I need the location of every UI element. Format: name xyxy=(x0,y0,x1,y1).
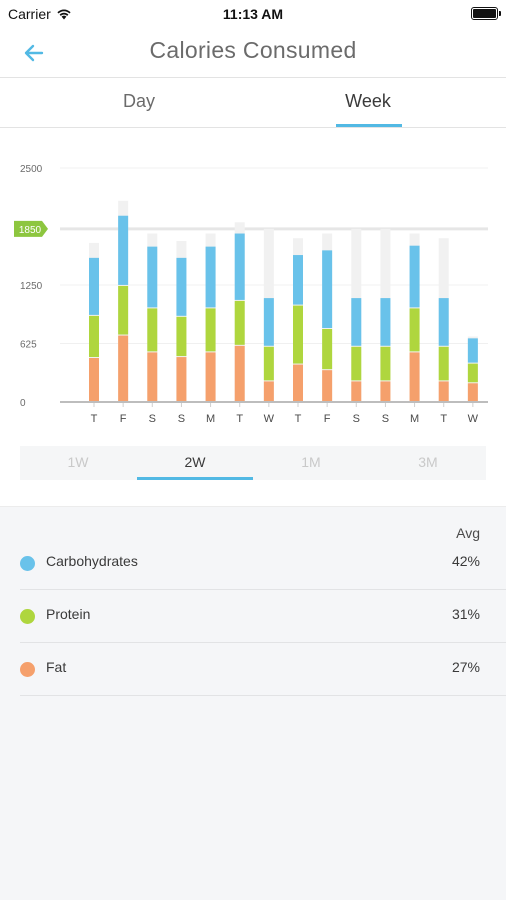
bar-segment-carbohydrates xyxy=(263,298,274,346)
x-tick-label: S xyxy=(149,413,156,425)
x-tick-label: T xyxy=(295,413,302,425)
bar-segment-carbohydrates xyxy=(176,257,187,316)
bar-segment-fat xyxy=(234,345,245,401)
bar-segment-protein xyxy=(89,315,99,358)
range-option-1w[interactable]: 1W xyxy=(67,454,89,470)
carrier-label: Carrier xyxy=(8,6,51,22)
bar-segment-protein xyxy=(118,285,129,335)
tab-week[interactable]: Week xyxy=(345,91,391,111)
x-tick-label: S xyxy=(382,413,389,425)
bar-segment-fat xyxy=(176,357,187,401)
macro-value: 31% xyxy=(451,606,480,622)
macro-label: Fat xyxy=(46,659,67,675)
bar-segment-carbohydrates xyxy=(89,257,99,315)
x-tick-label: S xyxy=(178,413,185,425)
macro-row-carbohydrates: Carbohydrates 42% xyxy=(20,537,506,590)
macro-value: 27% xyxy=(451,659,480,675)
bar-segment-protein xyxy=(205,308,216,352)
bar-segment-fat xyxy=(293,364,303,401)
bar-segment-protein xyxy=(409,308,420,352)
carbohydrates-color-dot xyxy=(20,556,35,571)
y-tick-label: 2500 xyxy=(20,164,43,175)
macro-value: 42% xyxy=(451,553,480,569)
bar-segment-protein xyxy=(176,316,187,357)
bar-segment-fat xyxy=(380,381,391,401)
macro-summary: Avg Carbohydrates 42% Protein 31% Fat 27… xyxy=(0,506,506,900)
range-option-2w[interactable]: 2W xyxy=(184,454,206,470)
bar-segment-protein xyxy=(351,346,362,381)
bar-segment-fat xyxy=(467,383,478,401)
bar-segment-protein xyxy=(147,308,158,352)
avg-header: Avg xyxy=(456,525,480,541)
bar-segment-fat xyxy=(147,352,158,401)
bar-segment-carbohydrates xyxy=(380,298,391,346)
bar-segment-carbohydrates xyxy=(438,298,449,346)
range-selector: 1W 2W 1M 3M xyxy=(20,446,486,480)
x-tick-label: F xyxy=(120,413,127,425)
bar-segment-carbohydrates xyxy=(118,215,129,285)
bar-segment-carbohydrates xyxy=(205,246,216,308)
calories-bar-chart: 0 625 1250 2500 T F S S M T W T F S S M T W 1850 xyxy=(14,164,488,425)
bar-segment-carbohydrates xyxy=(234,233,245,300)
bar-segment-protein xyxy=(467,363,478,383)
bar-segment-carbohydrates xyxy=(147,246,158,308)
bar-segment-protein xyxy=(234,300,245,345)
bar-segment-fat xyxy=(205,352,216,401)
bar-segment-protein xyxy=(263,346,274,381)
y-tick-label: 0 xyxy=(20,398,26,409)
x-tick-label: T xyxy=(91,413,98,425)
x-tick-label: W xyxy=(264,413,275,425)
range-selected-indicator xyxy=(137,477,253,480)
range-option-1m[interactable]: 1M xyxy=(301,454,321,470)
bar-segment-fat xyxy=(409,352,420,401)
bar-segment-carbohydrates xyxy=(467,338,478,363)
protein-color-dot xyxy=(20,609,35,624)
y-tick-label: 625 xyxy=(20,340,37,351)
x-tick-label: F xyxy=(324,413,331,425)
nav-bar: Calories Consumed xyxy=(0,28,506,78)
bar-segment-carbohydrates xyxy=(351,298,362,346)
bar-segment-fat xyxy=(438,381,449,401)
x-tick-label: M xyxy=(410,413,419,425)
x-tick-label: W xyxy=(468,413,479,425)
bar-segment-fat xyxy=(351,381,362,401)
arrow-left-icon xyxy=(24,44,44,62)
status-bar: Carrier 11:13 AM xyxy=(0,0,506,28)
bar-segment-carbohydrates xyxy=(322,250,333,328)
macro-label: Carbohydrates xyxy=(46,553,138,569)
goal-badge xyxy=(14,220,48,237)
macro-label: Protein xyxy=(46,606,91,622)
bar-segment-fat xyxy=(118,335,129,401)
bar-segment-carbohydrates xyxy=(409,245,420,308)
bar-segment-fat xyxy=(322,370,333,401)
goal-badge-label: 1850 xyxy=(19,225,42,236)
battery-icon xyxy=(471,7,501,20)
wifi-icon xyxy=(57,9,71,20)
x-tick-label: T xyxy=(440,413,447,425)
period-tabs: Day Week xyxy=(0,78,506,128)
bar-segment-carbohydrates xyxy=(293,255,303,305)
tab-selected-indicator xyxy=(336,124,402,127)
fat-color-dot xyxy=(20,662,35,677)
bar-segment-protein xyxy=(293,305,303,364)
bar-segment-fat xyxy=(263,381,274,401)
bar-segment-protein xyxy=(380,346,391,381)
macro-row-fat: Fat 27% xyxy=(20,643,506,696)
bar-segment-fat xyxy=(89,358,99,401)
bar-segment-protein xyxy=(322,328,333,370)
macro-row-protein: Protein 31% xyxy=(20,590,506,643)
calories-chart: 0 625 1250 2500 T F S S M T W T F S S M T W 1850 xyxy=(0,150,506,430)
page-title: Calories Consumed xyxy=(149,37,357,63)
y-tick-label: 1250 xyxy=(20,281,43,292)
x-tick-label: M xyxy=(206,413,215,425)
status-carrier: Carrier xyxy=(8,6,72,22)
x-tick-label: T xyxy=(236,413,243,425)
status-time: 11:13 AM xyxy=(222,6,284,22)
range-option-3m[interactable]: 3M xyxy=(418,454,438,470)
x-tick-label: S xyxy=(353,413,360,425)
back-button[interactable] xyxy=(18,38,48,68)
tab-day[interactable]: Day xyxy=(122,91,155,111)
bar-segment-protein xyxy=(438,346,449,381)
